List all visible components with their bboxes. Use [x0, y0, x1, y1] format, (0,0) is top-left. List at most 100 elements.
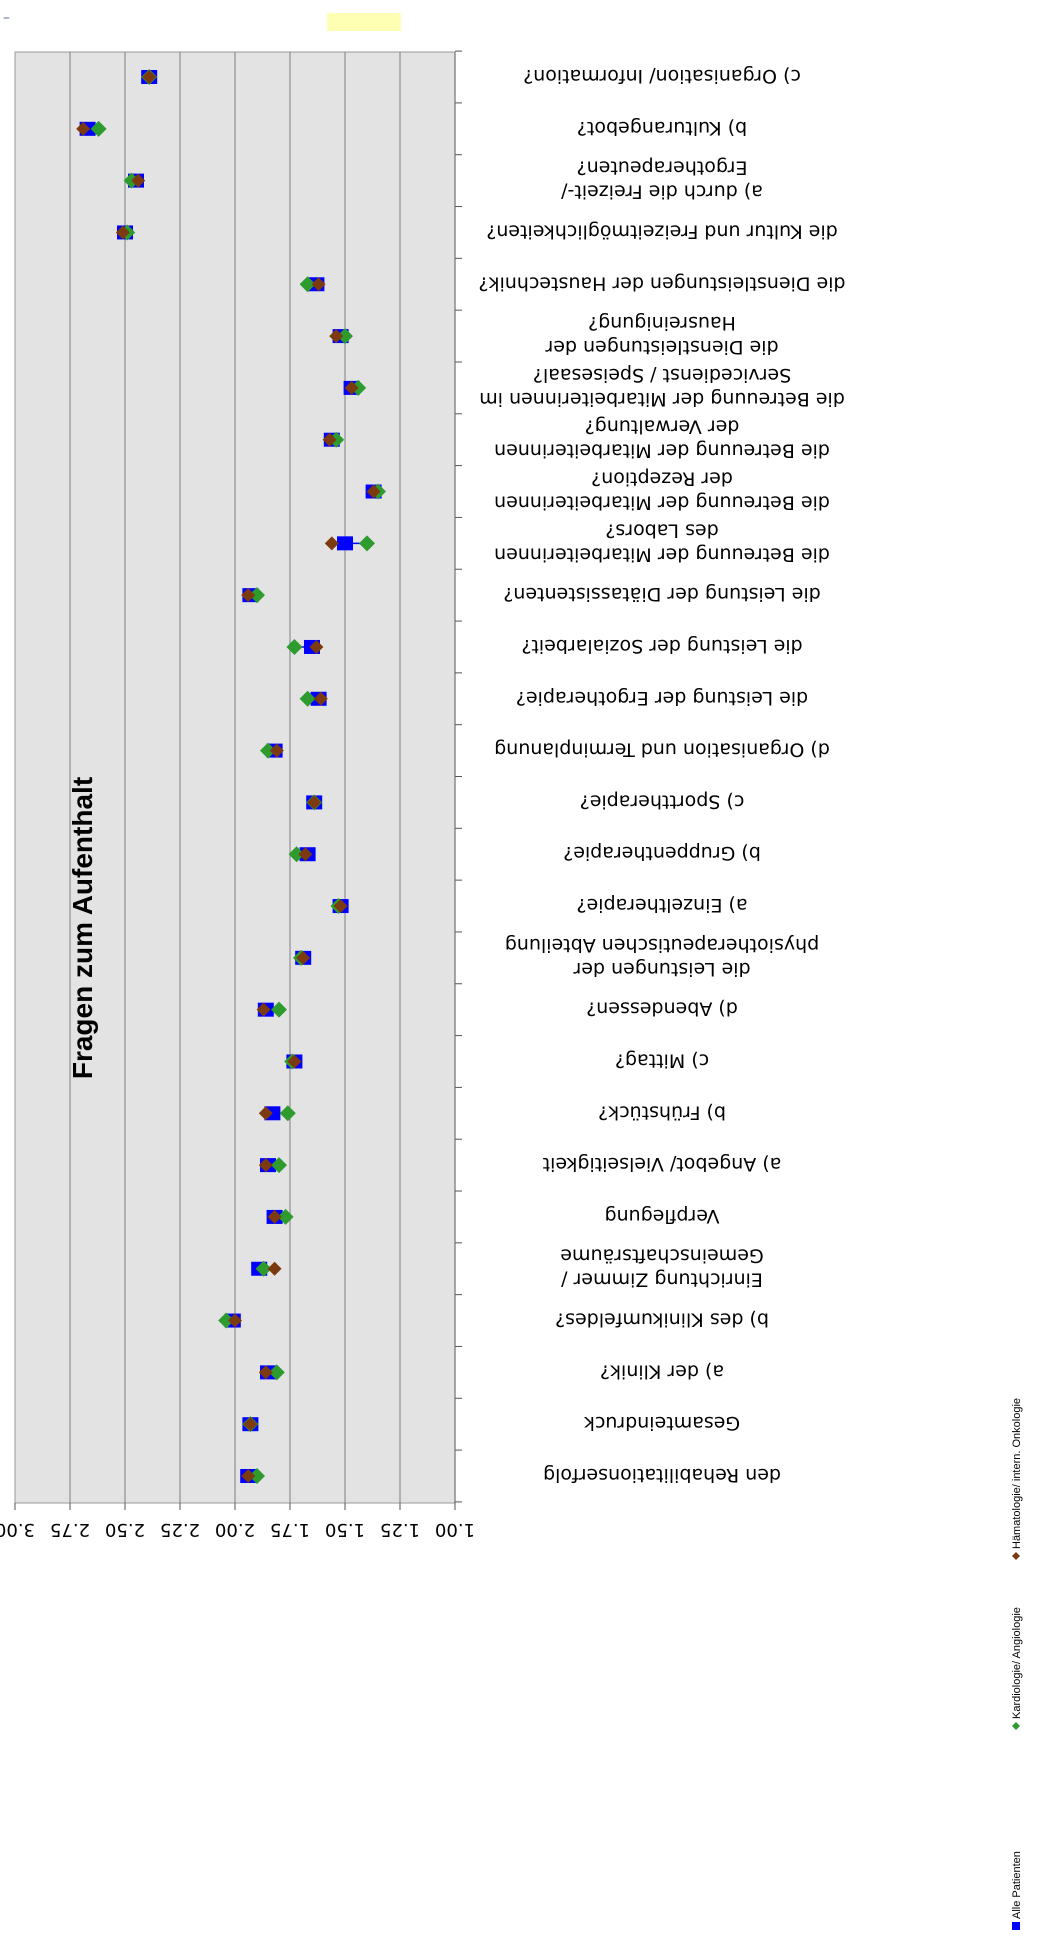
legend-item: Alle Patienten	[1011, 1851, 1023, 1930]
category-label: Gesamteindruck	[584, 1412, 740, 1434]
category-label-line: Servicedienst / Speisesaal?	[533, 364, 791, 386]
category-label-line: physiotherapeutischen Abteilung	[505, 934, 819, 956]
category-label: Einrichtung Zimmer /Gemeinschaftsräume	[560, 1245, 763, 1291]
marker-haematologie	[258, 1106, 273, 1121]
category-label-line: b) Frühstück?	[598, 1101, 726, 1123]
category-label-line: b) Gruppentherapie?	[563, 842, 761, 864]
category-label-line: die Betreuung der Mitarbeiterinnen	[494, 543, 830, 565]
category-label-line: der Verwaltung?	[585, 416, 740, 438]
category-label-text: b) Kulturangebot?	[577, 117, 747, 139]
category-label-line: Ergotherapeuten?	[577, 157, 748, 179]
y-tick-labels: 1.00 1.25 1.50 1.75 2.00 2.25 2.50 2.75 3.00	[0, 1519, 475, 1540]
marker-kardiologie	[359, 535, 375, 552]
category-label-line: c) Sporttherapie?	[580, 790, 745, 812]
category-label: die Betreuung der Mitarbeiterinnen imSer…	[479, 364, 845, 410]
category-label-line: Hausreinigung?	[588, 312, 736, 334]
category-label-line: Gemeinschaftsräume	[560, 1245, 763, 1267]
category-label-text: b) Frühstück?	[598, 1101, 726, 1123]
y-tick-label: 2.25	[160, 1519, 200, 1540]
category-label-text: die Betreuung der Mitarbeiterinnender Ve…	[494, 416, 830, 462]
category-label-line: b) Kulturangebot?	[577, 117, 747, 139]
category-label: die Leistung der Ergotherapie?	[516, 687, 808, 709]
category-label-line: d) Organisation und Terminplanung	[494, 739, 830, 761]
marker-haematologie	[76, 121, 91, 136]
category-label-text: c) Sporttherapie?	[580, 790, 745, 812]
category-label-text: d) Abendessen?	[586, 998, 738, 1020]
marker-haematologie	[324, 536, 339, 551]
category-label-line: b) des Klinikumfeldes?	[555, 1309, 769, 1331]
category-label: a) Einzeltherapie?	[576, 894, 747, 916]
marker-haematologie	[298, 847, 313, 862]
marker-kardiologie	[255, 1260, 272, 1277]
marker-haematologie	[311, 277, 326, 292]
category-label: die Dienstleistungen der Haustechnik?	[478, 272, 845, 294]
category-label-line: Einrichtung Zimmer /	[561, 1269, 763, 1291]
category-label-text: die Leistung der Diätassistenten?	[503, 583, 821, 605]
legend-label: Alle Patienten	[1011, 1851, 1023, 1919]
category-label-text: a) Einzeltherapie?	[576, 894, 747, 916]
marker-kardiologie	[268, 1364, 285, 1381]
axes	[454, 50, 462, 1503]
category-label: b) Gruppentherapie?	[563, 842, 761, 864]
category-label: c) Organisation/ Information?	[523, 65, 801, 87]
marker-kardiologie	[218, 1312, 235, 1329]
category-label: a) Angebot/ Vielseitigkeit	[543, 1153, 782, 1175]
category-label-line: die Leistung der Sozialarbeit?	[521, 635, 802, 657]
category-label-line: die Dienstleistungen der	[545, 336, 778, 358]
category-label-line: die Leistung der Ergotherapie?	[516, 687, 808, 709]
category-label-text: die Betreuung der Mitarbeiterinnen imSer…	[479, 364, 845, 410]
category-label-line: a) durch die Freizeit-/	[561, 181, 763, 203]
category-labels: den Rehabilitationserfolg Gesamteindruck a…	[478, 65, 845, 1486]
category-label-line: die Leistung der Diätassistenten?	[503, 583, 821, 605]
top-corner-mark: –	[3, 10, 10, 26]
category-label: den Rehabilitationserfolg	[543, 1464, 781, 1486]
marker-haematologie	[329, 329, 344, 344]
category-label-line: die Kultur und Freizeitmöglichkeiten?	[486, 220, 838, 242]
category-label: c) Sporttherapie?	[580, 790, 745, 812]
category-label-text: den Rehabilitationserfolg	[543, 1464, 781, 1486]
category-label-line: a) Einzeltherapie?	[576, 894, 747, 916]
category-label: die Kultur und Freizeitmöglichkeiten?	[486, 220, 838, 242]
category-label: c) Mittag?	[615, 1049, 709, 1071]
category-label-line: Verpflegung	[605, 1205, 720, 1227]
marker-kardiologie	[288, 846, 305, 863]
category-label: die Leistung der Diätassistenten?	[503, 583, 821, 605]
legend-item: Hämatologie/ intern. Onkologie	[1011, 1398, 1023, 1560]
y-tick-label: 2.00	[215, 1519, 255, 1540]
category-label: d) Abendessen?	[586, 998, 738, 1020]
category-label-line: c) Organisation/ Information?	[523, 65, 801, 87]
marker-haematologie	[258, 1365, 273, 1380]
marker-kardiologie	[279, 1105, 296, 1122]
marker-haematologie	[366, 484, 381, 499]
category-label-line: d) Abendessen?	[586, 998, 738, 1020]
marker-haematologie	[267, 1261, 282, 1276]
marker-haematologie	[296, 950, 311, 965]
marker-haematologie	[313, 691, 328, 706]
marker-haematologie	[309, 639, 324, 654]
category-label: die Dienstleistungen derHausreinigung?	[545, 312, 778, 358]
marker-kardiologie	[249, 1468, 265, 1484]
category-label: b) Kulturangebot?	[577, 117, 747, 139]
marker-kardiologie	[299, 690, 316, 707]
category-label: die Betreuung der Mitarbeiterinnender Re…	[494, 468, 830, 514]
category-label: die Leistung der Sozialarbeit?	[521, 635, 802, 657]
marker-kardiologie	[277, 1208, 294, 1225]
data-markers	[76, 69, 386, 1484]
chart-title: Fragen zum Aufenthalt	[67, 777, 98, 1079]
marker-haematologie	[258, 1158, 273, 1173]
category-label-line: die Betreuung der Mitarbeiterinnen	[494, 492, 830, 514]
category-label-text: Einrichtung Zimmer /Gemeinschaftsräume	[560, 1245, 763, 1291]
y-tick-label: 2.75	[50, 1519, 90, 1540]
category-label-text: die Betreuung der Mitarbeiterinnender Re…	[494, 468, 830, 514]
category-label-line: die Dienstleistungen der Haustechnik?	[478, 272, 845, 294]
y-tick-label: 1.50	[325, 1519, 365, 1540]
y-tick-label: 1.75	[270, 1519, 310, 1540]
y-tick-label: 1.00	[435, 1519, 475, 1540]
category-label-text: a) Angebot/ Vielseitigkeit	[543, 1153, 782, 1175]
category-label: a) durch die Freizeit-/Ergotherapeuten?	[561, 157, 763, 203]
marker-kardiologie	[260, 742, 276, 759]
legend-label: Hämatologie/ intern. Onkologie	[1011, 1398, 1023, 1549]
category-label: a) der Klinik?	[600, 1360, 724, 1382]
category-label: die Betreuung der Mitarbeiterinnender Ve…	[494, 416, 830, 462]
